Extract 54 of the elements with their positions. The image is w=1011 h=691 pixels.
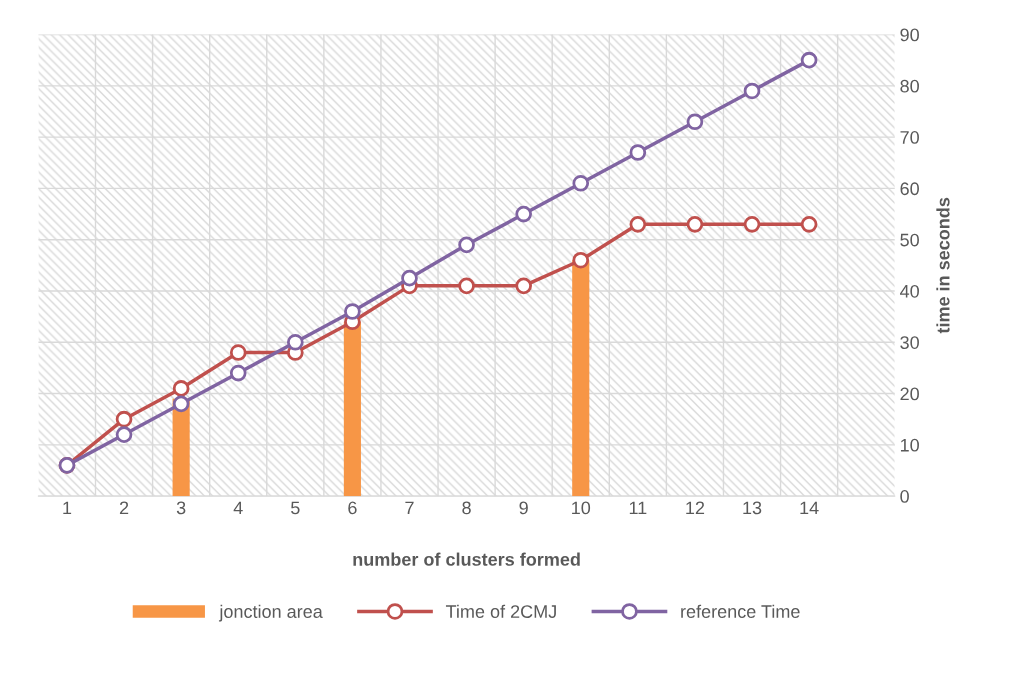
bar <box>343 321 361 497</box>
y-tick-label: 80 <box>900 79 919 93</box>
x-tick-label: 7 <box>405 501 414 515</box>
point <box>401 269 418 287</box>
point <box>572 174 590 192</box>
point <box>800 51 818 69</box>
y-tick-label: 20 <box>900 387 919 401</box>
point <box>686 215 704 233</box>
point <box>115 410 133 428</box>
point <box>115 426 133 443</box>
point <box>229 364 247 382</box>
y-tick-label: 0 <box>900 490 909 503</box>
legend-label: reference Time <box>681 604 800 618</box>
legend-label: jonction area <box>218 604 323 622</box>
y-tick-label: 90 <box>900 28 919 42</box>
point <box>743 215 761 233</box>
point <box>572 251 590 269</box>
point <box>743 82 761 100</box>
x-tick-label: 14 <box>800 501 819 515</box>
y-tick-label: 40 <box>900 284 919 298</box>
point <box>172 380 190 397</box>
x-axis-title: number of clusters formed <box>353 552 580 566</box>
point <box>172 395 190 413</box>
y-tick-label: 70 <box>900 131 919 144</box>
x-tick-label: 11 <box>629 501 647 515</box>
point <box>629 144 647 161</box>
point <box>286 333 304 351</box>
y-tick-label: 10 <box>900 438 919 452</box>
bar <box>572 260 590 497</box>
x-tick-label: 5 <box>291 501 300 515</box>
x-tick-label: 2 <box>119 501 129 515</box>
y-tick-label: 30 <box>900 336 919 349</box>
legend-label: Time of 2CMJ <box>445 604 556 618</box>
x-tick-label: 10 <box>572 501 591 515</box>
x-tick-label: 1 <box>63 501 72 515</box>
point <box>515 205 532 223</box>
x-tick-label: 3 <box>176 501 186 515</box>
point <box>458 236 475 254</box>
x-tick-label: 13 <box>743 501 762 515</box>
x-tick-label: 4 <box>233 501 243 515</box>
y-tick-label: 50 <box>900 233 919 247</box>
y-tick-label: 60 <box>900 182 919 196</box>
point <box>800 215 818 233</box>
x-tick-label: 6 <box>348 501 357 515</box>
point <box>229 344 247 361</box>
x-tick-label: 12 <box>686 501 705 515</box>
point <box>629 215 647 233</box>
x-tick-label: 9 <box>519 501 528 515</box>
x-tick-label: 8 <box>462 501 471 515</box>
point <box>686 113 704 131</box>
point <box>515 277 532 295</box>
point <box>458 277 475 295</box>
point <box>344 303 361 320</box>
y-axis-title: time in seconds <box>936 197 950 334</box>
